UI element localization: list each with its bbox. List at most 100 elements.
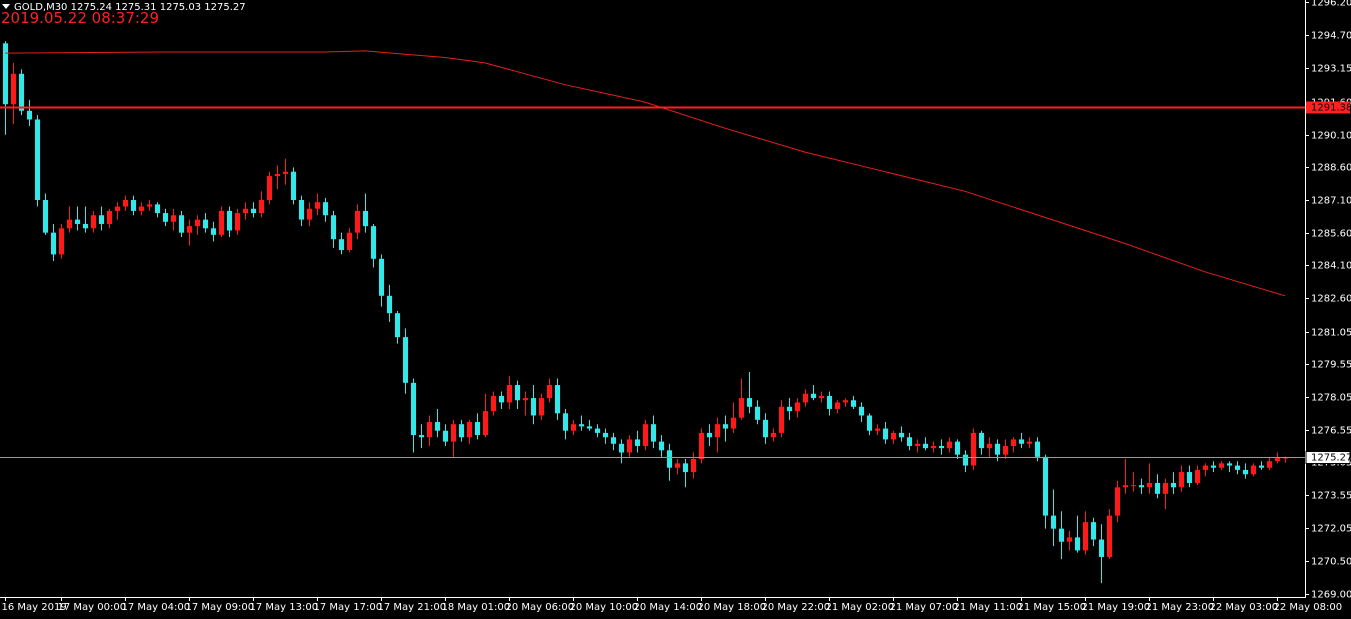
x-tick-label: 17 May 17:00 [314,602,383,613]
header-high: 1275.31 [115,2,156,13]
candle-body [1138,485,1145,488]
y-tick-label: 1273.55 [1311,491,1351,502]
y-tick-label: 1294.70 [1311,31,1351,42]
candle-body [666,450,673,468]
candle-body [98,215,105,224]
x-tick-label: 22 May 08:00 [1274,602,1343,613]
candle-body [330,215,337,240]
header: GOLD,M30 1275.24 1275.31 1275.03 1275.27 [14,2,246,13]
candle-body [82,223,89,229]
candle-body [930,445,937,449]
candle-body [506,385,513,403]
candle-body [202,219,209,229]
y-tick-label: 1296.20 [1311,0,1351,9]
candle-body [522,398,529,401]
candle-body [154,204,161,214]
candle-body [370,226,377,259]
candle-body [658,441,665,451]
candle-body [466,422,473,438]
candle-body [634,439,641,446]
x-tick-label: 20 May 14:00 [634,602,703,613]
candle-body [114,206,121,211]
candle-body [322,202,329,216]
symbol: GOLD,M30 [14,2,67,13]
y-tick-label: 1281.05 [1311,328,1351,339]
x-tick-label: 18 May 01:00 [442,602,511,613]
candle-body [1010,439,1017,446]
candle-body [1274,458,1281,462]
candle-body [802,393,809,403]
candle-body [442,430,449,442]
candle-body [1066,537,1073,542]
candle-body [1058,528,1065,542]
candle-body [674,463,681,468]
candle-body [50,232,57,255]
candle-body [946,441,953,449]
candle-body [746,398,753,407]
y-tick-label: 1279.55 [1311,360,1351,371]
candle-body [978,432,985,449]
candle-body [74,219,81,224]
candle-body [698,432,705,460]
candle-body [58,228,65,255]
candle-body [834,402,841,409]
x-tick-label: 16 May 2019 [2,602,67,613]
candle-body [762,419,769,438]
x-tick-label: 17 May 04:00 [122,602,191,613]
candle-body [578,424,585,427]
candle-body [1026,441,1033,444]
candle-body [1106,515,1113,557]
plot-area [2,41,1289,584]
candle-body [986,443,993,449]
candle-body [994,443,1001,455]
candle-body [378,258,385,296]
candle-body [810,393,817,399]
candle-body [786,406,793,412]
candle-body [66,219,73,229]
candle-body [1162,482,1169,494]
x-tick-label: 17 May 09:00 [186,602,255,613]
candle-body [418,435,425,438]
menu-arrow [2,4,10,9]
candle-body [546,385,553,399]
candle-body [690,459,697,473]
candle-body [282,171,289,174]
candle-body [1018,439,1025,444]
candle-body [498,395,505,403]
candle-body [306,208,313,220]
candle-body [530,398,537,416]
candle-body [346,232,353,251]
candle-body [1234,465,1241,470]
candle-body [514,385,521,401]
candle-body [1042,456,1049,516]
candle-body [178,215,185,233]
candle-body [874,428,881,431]
candle-body [426,422,433,438]
candle-body [26,110,33,120]
candle-body [890,432,897,440]
level-label-box [1306,101,1350,114]
candle-body [1002,445,1009,455]
candle-body [458,424,465,438]
candle-body [394,313,401,338]
x-tick-label: 20 May 06:00 [506,602,575,613]
candle-body [450,424,457,442]
header-open: 1275.24 [71,2,112,13]
y-tick-label: 1270.50 [1311,557,1351,568]
y-tick-label: 1287.10 [1311,196,1351,207]
y-tick-label: 1284.10 [1311,261,1351,272]
bid-label: 1275.27 [1311,453,1351,464]
candle-body [866,415,873,431]
candle-body [906,437,913,446]
level-label: 1291.38 [1311,103,1351,114]
candle-body [626,439,633,453]
candle-body [1202,465,1209,470]
bid-label-box [1305,451,1351,464]
candle-body [610,437,617,444]
candle-body [778,406,785,433]
candle-body [818,395,825,399]
candle-body [562,413,569,431]
candle-body [962,454,969,466]
